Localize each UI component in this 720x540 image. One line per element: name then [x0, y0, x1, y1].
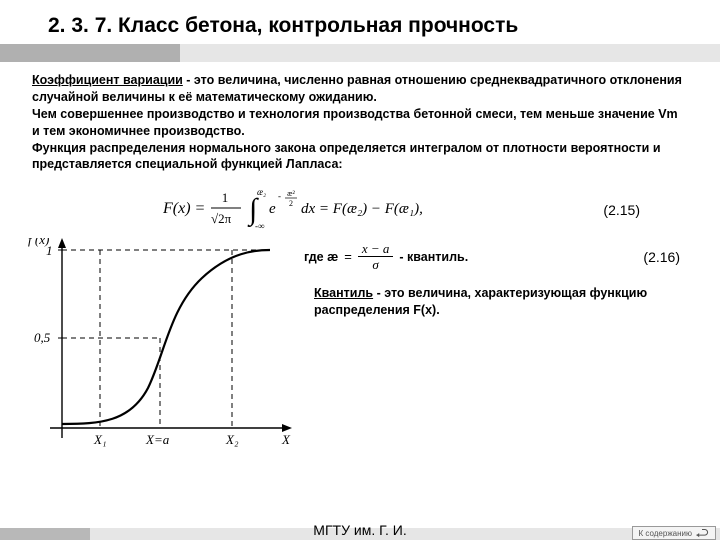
- x-axis-label: X: [281, 432, 291, 447]
- equation-216-row: где æ = x − a σ - квантиль. (2.16): [304, 242, 720, 271]
- toc-button[interactable]: К содержанию: [632, 526, 717, 540]
- quantile-tail: - квантиль.: [399, 250, 468, 264]
- toc-label: К содержанию: [639, 529, 693, 538]
- equation-215: F(x) = 1 √2π ∫ æ₂ -∞ e - æ² 2 dx = F(æ₂)…: [0, 183, 585, 236]
- quantile-fraction: x − a σ: [358, 242, 394, 271]
- svg-text:e: e: [269, 201, 276, 217]
- svg-text:æ²: æ²: [287, 189, 295, 198]
- svg-text:dx = F(æ₂) − F(æ₁),: dx = F(æ₂) − F(æ₁),: [301, 201, 423, 217]
- x-tick-x2: X₂: [225, 432, 239, 447]
- equation-215-number: (2.15): [603, 202, 680, 218]
- svg-text:√2π: √2π: [211, 211, 232, 226]
- return-icon: [695, 528, 709, 538]
- title-underline: [0, 44, 720, 62]
- svg-text:1: 1: [221, 190, 228, 205]
- intro-text-3: Функция распределения нормального закона…: [32, 141, 661, 172]
- footer-bar: МГТУ им. Г. И. К содержанию: [0, 518, 720, 540]
- equation-216-number: (2.16): [643, 249, 680, 265]
- svg-text:2: 2: [289, 199, 293, 208]
- where-label: где æ: [304, 250, 338, 264]
- intro-paragraph: Коэффициент вариации - это величина, чис…: [0, 72, 720, 181]
- x-tick-x1: X₁: [93, 432, 106, 447]
- y-tick-1: 1: [46, 243, 53, 258]
- footer-text: МГТУ им. Г. И.: [313, 522, 406, 538]
- quantile-definition: Квантиль - это величина, характеризующая…: [304, 271, 720, 319]
- coef-variation-term: Коэффициент вариации: [32, 73, 183, 87]
- y-tick-05: 0,5: [34, 330, 51, 345]
- x-tick-xa: X=a: [145, 432, 170, 447]
- svg-text:-: -: [278, 191, 281, 201]
- svg-text:-∞: -∞: [255, 221, 264, 231]
- equation-215-row: F(x) = 1 √2π ∫ æ₂ -∞ e - æ² 2 dx = F(æ₂)…: [0, 181, 720, 238]
- svg-text:æ₂: æ₂: [257, 187, 266, 197]
- page-title: 2. 3. 7. Класс бетона, контрольная прочн…: [0, 0, 720, 44]
- intro-text-2: Чем совершеннее производство и технологи…: [32, 107, 678, 138]
- quantile-term: Квантиль: [314, 286, 373, 300]
- svg-text:F(x) =: F(x) =: [163, 200, 205, 217]
- cdf-chart: f (x) 1 0,5 X₁ X=a X₂ X: [20, 238, 300, 468]
